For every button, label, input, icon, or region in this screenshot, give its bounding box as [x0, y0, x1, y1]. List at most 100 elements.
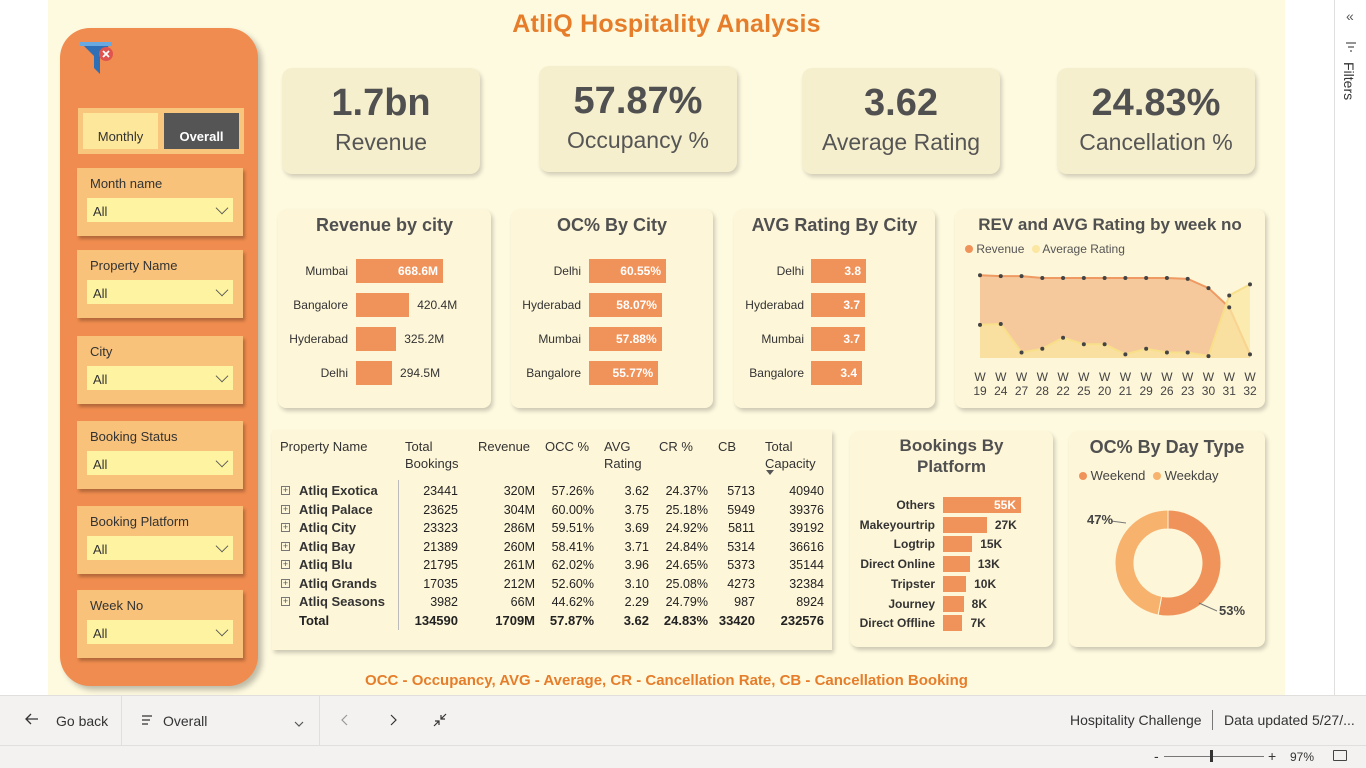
data-point[interactable] — [1227, 293, 1232, 298]
bar[interactable] — [356, 293, 410, 317]
booking-status-dropdown[interactable]: All — [87, 451, 233, 475]
bar[interactable] — [943, 536, 973, 553]
data-point[interactable] — [1185, 276, 1190, 281]
sort-desc-icon[interactable] — [766, 470, 774, 475]
data-point[interactable] — [1040, 346, 1045, 351]
table-row[interactable]: + Atliq City 23323 286M 59.51% 3.69 24.92% 5811… — [272, 519, 832, 537]
collapse-icon[interactable]: « — [1346, 8, 1354, 24]
bar-row[interactable]: Hyderabad 58.07% — [511, 293, 713, 317]
data-point[interactable] — [978, 322, 982, 327]
data-point[interactable] — [1144, 275, 1149, 280]
expand-icon[interactable]: + — [281, 577, 290, 588]
bar-row[interactable]: Bangalore 420.4M — [278, 293, 491, 317]
bar[interactable] — [811, 259, 866, 283]
bar-row[interactable]: Bangalore 55.77% — [511, 361, 713, 385]
bar[interactable] — [943, 497, 1021, 513]
exit-fullscreen-icon[interactable] — [433, 713, 447, 730]
bar[interactable] — [356, 361, 393, 385]
data-point[interactable] — [1248, 352, 1252, 357]
property-name-dropdown[interactable]: All — [87, 280, 233, 304]
bar[interactable] — [811, 327, 865, 351]
table-row[interactable]: + Atliq Grands 17035 212M 52.60% 3.10 25.08% 42… — [272, 575, 832, 593]
column-header[interactable]: Revenue — [478, 439, 531, 454]
column-header[interactable]: Property Name — [280, 439, 368, 454]
data-point[interactable] — [1123, 275, 1128, 280]
donut-slice-weekend[interactable] — [1114, 509, 1169, 616]
bar-row[interactable]: Mumbai 668.6M — [278, 259, 491, 283]
go-back-button[interactable]: Go back — [56, 713, 109, 729]
data-point[interactable] — [978, 273, 982, 278]
next-page-icon[interactable] — [388, 713, 398, 730]
expand-icon[interactable]: + — [281, 540, 290, 551]
data-point[interactable] — [1144, 346, 1149, 351]
zoom-slider-thumb[interactable] — [1210, 750, 1213, 762]
data-point[interactable] — [1185, 350, 1190, 355]
week-no-dropdown[interactable]: All — [87, 620, 233, 644]
data-point[interactable] — [1206, 354, 1211, 359]
data-point[interactable] — [1061, 275, 1066, 280]
table-row[interactable]: + Atliq Bay 21389 260M 58.41% 3.71 24.84% 5314 3… — [272, 538, 832, 556]
bar-row[interactable]: Delhi 3.8 — [734, 259, 935, 283]
data-point[interactable] — [1206, 286, 1211, 291]
zoom-slider-track[interactable] — [1164, 756, 1264, 757]
bar-row[interactable]: Delhi 294.5M — [278, 361, 491, 385]
previous-page-icon[interactable] — [340, 713, 350, 730]
expand-icon[interactable]: + — [281, 522, 290, 532]
bar[interactable] — [356, 259, 443, 283]
month-name-dropdown[interactable]: All — [87, 198, 233, 222]
bar-row[interactable]: Makeyourtrip 27K — [850, 516, 1053, 533]
data-point[interactable] — [1164, 350, 1169, 355]
bar[interactable] — [589, 293, 662, 317]
data-point[interactable] — [998, 274, 1003, 279]
table-row[interactable]: + Atliq Blu 21795 261M 62.02% 3.96 24.65% 5373 3… — [272, 556, 832, 574]
bar-row[interactable]: Tripster 10K — [850, 575, 1053, 592]
expand-icon[interactable]: + — [281, 559, 290, 569]
bar-row[interactable]: Journey 8K — [850, 595, 1053, 612]
data-point[interactable] — [1164, 275, 1169, 280]
bar[interactable] — [589, 327, 662, 351]
data-point[interactable] — [1019, 350, 1024, 355]
data-point[interactable] — [1040, 275, 1045, 280]
bar[interactable] — [811, 361, 862, 385]
data-point[interactable] — [1248, 282, 1252, 287]
table-row[interactable]: + Atliq Seasons 3982 66M 44.62% 2.29 24.79% 987… — [272, 593, 832, 611]
back-arrow-icon[interactable] — [24, 711, 40, 730]
bar[interactable] — [943, 516, 987, 533]
bar[interactable] — [356, 327, 397, 351]
column-header[interactable]: CR % — [659, 439, 693, 454]
zoom-in-button[interactable]: + — [1268, 748, 1277, 764]
bar[interactable] — [943, 615, 963, 632]
bar[interactable] — [943, 575, 967, 592]
bar[interactable] — [943, 595, 964, 612]
bar-row[interactable]: Mumbai 3.7 — [734, 327, 935, 351]
bar[interactable] — [589, 259, 666, 283]
zoom-out-button[interactable]: - — [1154, 748, 1159, 764]
monthly-toggle-button[interactable]: Monthly — [83, 113, 158, 149]
data-point[interactable] — [1102, 342, 1107, 347]
data-point[interactable] — [1019, 274, 1024, 279]
bar-row[interactable]: Direct Offline 7K — [850, 615, 1053, 632]
bar-row[interactable]: Bangalore 3.4 — [734, 361, 935, 385]
bar-row[interactable]: Others 55K — [850, 497, 1053, 513]
bar-row[interactable]: Hyderabad 3.7 — [734, 293, 935, 317]
fit-to-page-icon[interactable] — [1333, 750, 1347, 761]
expand-icon[interactable]: + — [281, 596, 290, 606]
bar[interactable] — [811, 293, 865, 317]
column-header[interactable]: Total Capacity — [765, 438, 816, 472]
donut-slice-weekday[interactable] — [1157, 509, 1222, 617]
city-dropdown[interactable]: All — [87, 366, 233, 390]
data-point[interactable] — [998, 321, 1003, 326]
expand-icon[interactable]: + — [281, 485, 290, 495]
column-header[interactable]: OCC % — [545, 439, 590, 454]
bar-row[interactable]: Hyderabad 325.2M — [278, 327, 491, 351]
expand-icon[interactable]: + — [281, 503, 290, 514]
column-header[interactable]: CB — [718, 439, 737, 454]
clear-filter-icon[interactable] — [78, 38, 118, 78]
column-header[interactable]: Total Bookings — [405, 438, 458, 472]
table-row[interactable]: + Atliq Palace 23625 304M 60.00% 3.75 25.18% 59… — [272, 501, 832, 519]
bar-row[interactable]: Delhi 60.55% — [511, 259, 713, 283]
data-point[interactable] — [1227, 305, 1232, 310]
booking-platform-dropdown[interactable]: All — [87, 536, 233, 560]
data-point[interactable] — [1081, 342, 1086, 347]
bar-row[interactable]: Logtrip 15K — [850, 536, 1053, 553]
